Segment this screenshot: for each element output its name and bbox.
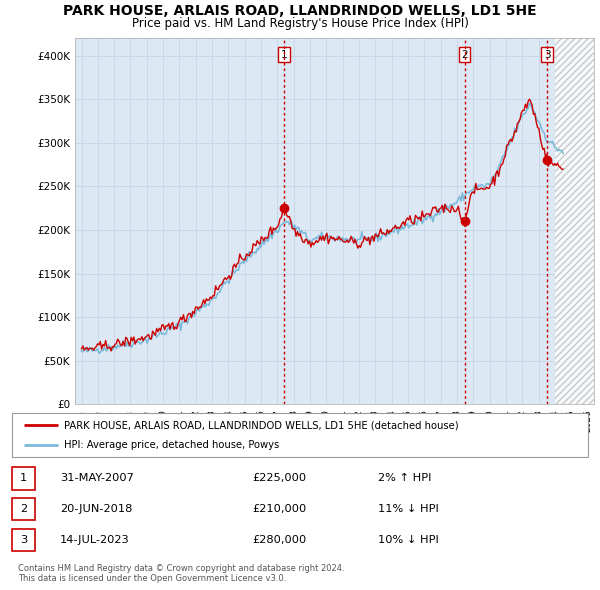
Text: HPI: Average price, detached house, Powys: HPI: Average price, detached house, Powy… bbox=[64, 440, 279, 450]
Text: 11% ↓ HPI: 11% ↓ HPI bbox=[378, 504, 439, 514]
Bar bbox=[555, 38, 594, 404]
Text: 31-MAY-2007: 31-MAY-2007 bbox=[60, 474, 134, 483]
Text: £225,000: £225,000 bbox=[252, 474, 306, 483]
FancyBboxPatch shape bbox=[12, 413, 588, 457]
Text: 2: 2 bbox=[461, 50, 468, 60]
Text: PARK HOUSE, ARLAIS ROAD, LLANDRINDOD WELLS, LD1 5HE (detached house): PARK HOUSE, ARLAIS ROAD, LLANDRINDOD WEL… bbox=[64, 421, 458, 430]
Bar bbox=[555, 38, 594, 404]
Text: PARK HOUSE, ARLAIS ROAD, LLANDRINDOD WELLS, LD1 5HE: PARK HOUSE, ARLAIS ROAD, LLANDRINDOD WEL… bbox=[63, 4, 537, 18]
Text: 10% ↓ HPI: 10% ↓ HPI bbox=[378, 535, 439, 545]
Text: 14-JUL-2023: 14-JUL-2023 bbox=[60, 535, 130, 545]
Text: 3: 3 bbox=[544, 50, 551, 60]
Text: £280,000: £280,000 bbox=[252, 535, 306, 545]
Text: 2% ↑ HPI: 2% ↑ HPI bbox=[378, 474, 431, 483]
Text: £210,000: £210,000 bbox=[252, 504, 306, 514]
Text: 2: 2 bbox=[20, 504, 27, 514]
Text: 1: 1 bbox=[281, 50, 287, 60]
Text: 1: 1 bbox=[20, 474, 27, 483]
Text: Price paid vs. HM Land Registry's House Price Index (HPI): Price paid vs. HM Land Registry's House … bbox=[131, 17, 469, 30]
Text: Contains HM Land Registry data © Crown copyright and database right 2024.
This d: Contains HM Land Registry data © Crown c… bbox=[18, 563, 344, 583]
Text: 20-JUN-2018: 20-JUN-2018 bbox=[60, 504, 133, 514]
Text: 3: 3 bbox=[20, 535, 27, 545]
